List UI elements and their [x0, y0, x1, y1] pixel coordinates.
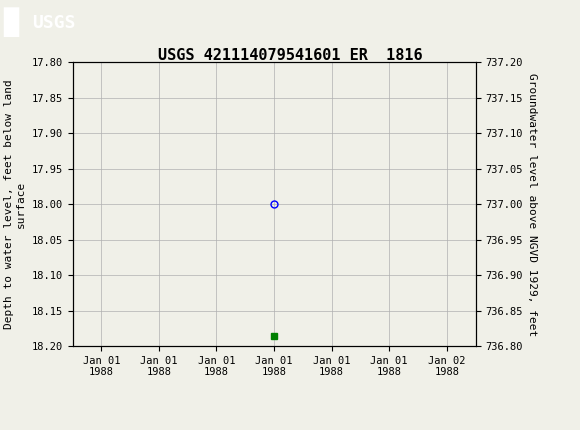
Text: USGS 421114079541601 ER  1816: USGS 421114079541601 ER 1816 [158, 49, 422, 63]
Text: █: █ [3, 8, 18, 37]
Text: USGS: USGS [32, 14, 75, 31]
Y-axis label: Depth to water level, feet below land
surface: Depth to water level, feet below land su… [5, 80, 26, 329]
Y-axis label: Groundwater level above NGVD 1929, feet: Groundwater level above NGVD 1929, feet [527, 73, 536, 336]
